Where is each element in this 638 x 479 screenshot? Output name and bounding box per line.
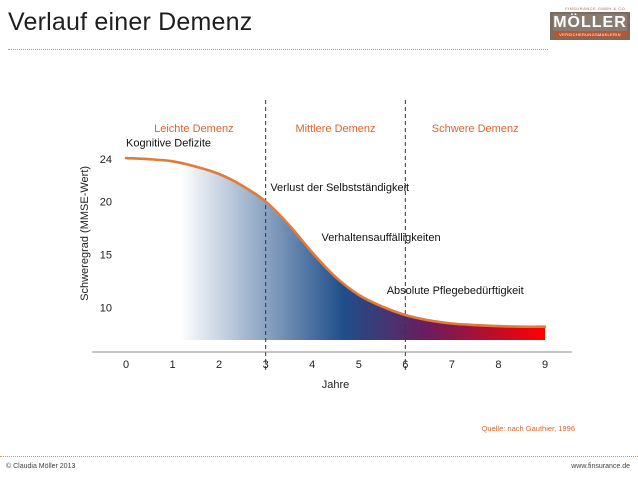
footer-website: www.finsurance.de [571, 463, 630, 470]
y-tick-label: 15 [100, 250, 112, 262]
x-tick-label: 9 [542, 359, 548, 371]
phase-label-2: Mittlere Demenz [295, 123, 375, 135]
y-axis-label: Schweregrad (MMSE-Wert) [79, 166, 91, 301]
logo-subtitle: VERSICHERUNGSMAKLERIN [553, 32, 627, 38]
curve-annotation-4: Absolute Pflegebedürftigkeit [387, 285, 524, 297]
y-tick-label: 20 [100, 197, 112, 209]
x-tick-label: 3 [263, 359, 269, 371]
x-tick-label: 4 [309, 359, 315, 371]
curve-annotation-1: Kognitive Defizite [126, 137, 211, 149]
logo-name: MÖLLER [553, 14, 627, 31]
x-tick-label: 5 [356, 359, 362, 371]
x-tick-label: 7 [449, 359, 455, 371]
y-tick-label: 10 [100, 303, 112, 315]
curve-annotation-2: Verlust der Selbstständigkeit [270, 182, 409, 194]
x-tick-label: 8 [495, 359, 501, 371]
y-tick-label: 24 [100, 154, 112, 166]
page-title: Verlauf einer Demenz [8, 8, 253, 36]
x-axis-label: Jahre [322, 379, 350, 391]
curve-annotation-3: Verhaltensauffälligkeiten [322, 232, 441, 244]
phase-label-3: Schwere Demenz [432, 123, 519, 135]
severity-curve [124, 156, 547, 329]
company-logo: FINSURANCE GMBH & CO. KG MÖLLER VERSICHE… [550, 6, 630, 46]
x-tick-label: 0 [123, 359, 129, 371]
x-tick-label: 1 [169, 359, 175, 371]
logo-box: MÖLLER VERSICHERUNGSMAKLERIN [550, 12, 630, 40]
source-note: Quelle: nach Gauthier, 1996 [482, 424, 575, 433]
footer-copyright: © Claudia Möller 2013 [6, 463, 76, 470]
footer-divider [0, 456, 638, 457]
x-tick-label: 6 [402, 359, 408, 371]
x-tick-label: 2 [216, 359, 222, 371]
phase-label-1: Leichte Demenz [154, 123, 234, 135]
severity-area-fill [126, 158, 545, 340]
title-divider [8, 49, 548, 50]
